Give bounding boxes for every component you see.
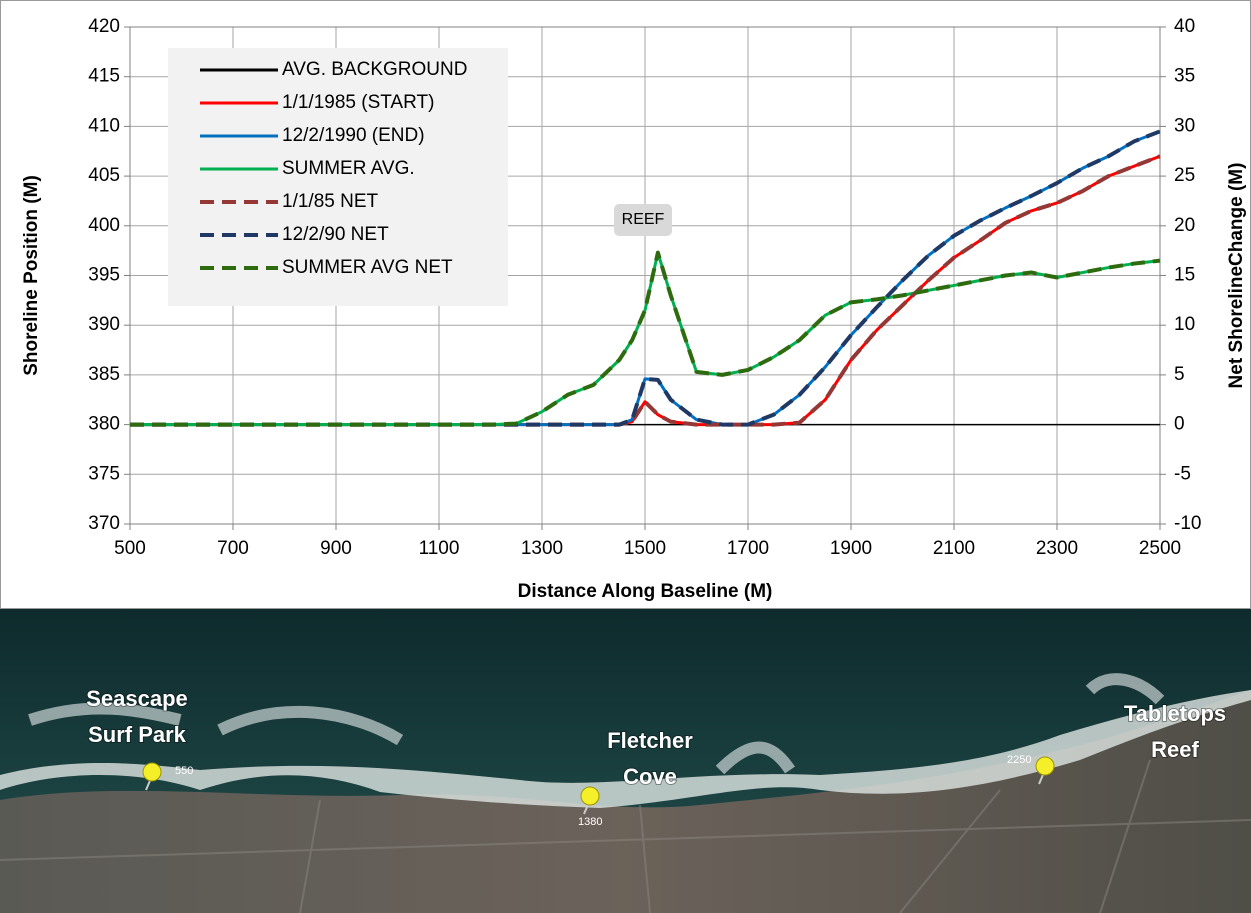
legend-label: 12/2/1990 (END) — [282, 125, 425, 146]
x-tick-label: 2500 — [1139, 538, 1181, 559]
streets — [0, 759, 1251, 913]
x-tick-label: 1700 — [727, 538, 769, 559]
y-tick-label: 410 — [88, 115, 120, 136]
annotation: REEF — [622, 211, 665, 228]
y2-tick-label: 15 — [1174, 265, 1195, 286]
legend-label: SUMMER AVG. — [282, 158, 415, 179]
y-tick-label: 395 — [88, 265, 120, 286]
legend-label: 12/2/90 NET — [282, 224, 389, 245]
chart: 370375380385390395400405410415420-10-505… — [21, 16, 1247, 602]
y-tick-label: 370 — [88, 513, 120, 534]
legend: AVG. BACKGROUND 1/1/1985 (START) 12/2/1990… — [168, 48, 508, 306]
y-tick-label: 380 — [88, 414, 120, 435]
series-line — [130, 129, 1161, 427]
legend-label: 1/1/85 NET — [282, 191, 378, 212]
series-line — [130, 154, 1161, 427]
y-tick-label: 375 — [88, 463, 120, 484]
legend-label: 1/1/1985 (START) — [282, 92, 434, 113]
y-tick-label: 400 — [88, 215, 120, 236]
annotation-box — [614, 204, 672, 236]
y2-tick-label: -5 — [1174, 463, 1191, 484]
y2-tick-label: 30 — [1174, 115, 1195, 136]
y-tick-label: 405 — [88, 165, 120, 186]
y2-tick-label: 25 — [1174, 165, 1195, 186]
legend-label: AVG. BACKGROUND — [282, 59, 467, 80]
surf — [0, 690, 1251, 808]
pin-head — [1035, 756, 1055, 776]
land — [0, 690, 1251, 913]
x-axis-label: Distance Along Baseline (M) — [518, 581, 773, 602]
pin-head — [580, 786, 600, 806]
y2-tick-label: 35 — [1174, 66, 1195, 87]
y2-axis-label: Net ShorelineChange (M) — [1226, 163, 1247, 389]
y-tick-label: 415 — [88, 66, 120, 87]
place-label: Fletcher — [607, 728, 693, 753]
y-tick-label: 390 — [88, 314, 120, 335]
y2-tick-label: 5 — [1174, 364, 1185, 385]
x-tick-label: 900 — [320, 538, 352, 559]
pin-head — [142, 762, 162, 782]
pin-label: 550 — [175, 765, 193, 777]
y2-tick-label: 10 — [1174, 314, 1195, 335]
y-tick-label: 420 — [88, 16, 120, 37]
pin-label: 1380 — [578, 816, 602, 828]
x-tick-label: 2100 — [933, 538, 975, 559]
y2-tick-label: 0 — [1174, 414, 1185, 435]
x-tick-label: 1500 — [624, 538, 666, 559]
plot-border — [129, 26, 1161, 525]
series-line — [130, 250, 1161, 427]
waves — [28, 673, 1165, 775]
place-label: Tabletops — [1124, 701, 1226, 726]
aerial-photo: Seascape Surf Park Fletcher Cove Tabletops Re… — [0, 609, 1251, 913]
place-label: Surf Park — [88, 722, 187, 747]
y2-tick-label: 20 — [1174, 215, 1195, 236]
legend-box — [168, 48, 508, 306]
y2-tick-label: -10 — [1174, 513, 1201, 534]
place-label: Reef — [1151, 737, 1199, 762]
place-label: Cove — [623, 764, 677, 789]
y-axis-label: Shoreline Position (M) — [21, 175, 42, 376]
pin-label: 2250 — [1007, 754, 1031, 766]
y2-tick-label: 40 — [1174, 16, 1195, 37]
x-tick-label: 1100 — [419, 538, 460, 559]
x-tick-label: 700 — [217, 538, 249, 559]
y-tick-label: 385 — [88, 364, 120, 385]
x-tick-label: 1300 — [521, 538, 563, 559]
x-tick-label: 1900 — [830, 538, 872, 559]
legend-label: SUMMER AVG NET — [282, 257, 453, 278]
x-tick-label: 2300 — [1036, 538, 1078, 559]
place-label: Seascape — [86, 686, 188, 711]
x-tick-label: 500 — [114, 538, 146, 559]
